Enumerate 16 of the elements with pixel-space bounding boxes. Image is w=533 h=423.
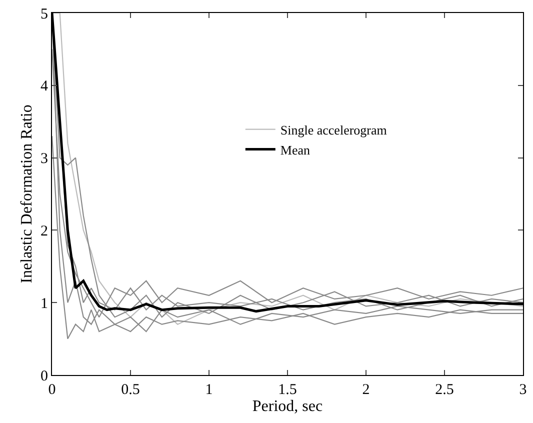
y-tick-label: 0 (40, 368, 48, 384)
y-tick-label: 3 (40, 151, 48, 168)
x-tick-label: 1 (205, 382, 213, 398)
y-axis-title: Inelastic Deformation Ratio (18, 104, 36, 284)
legend-label: Single accelerogram (280, 122, 387, 138)
y-tick-label: 4 (40, 78, 48, 95)
y-tick-label: 2 (40, 223, 48, 240)
x-tick-label: 2.5 (435, 382, 454, 398)
x-axis-title: Period, sec (252, 398, 323, 415)
x-tick-label: 1.5 (278, 382, 297, 398)
x-tick-label: 0.5 (121, 382, 140, 398)
y-tick-label: 5 (40, 6, 48, 22)
x-tick-label: 3 (519, 382, 527, 398)
y-tick-label: 1 (40, 296, 48, 312)
x-tick-label: 2 (362, 382, 370, 398)
legend-label: Mean (280, 142, 310, 158)
